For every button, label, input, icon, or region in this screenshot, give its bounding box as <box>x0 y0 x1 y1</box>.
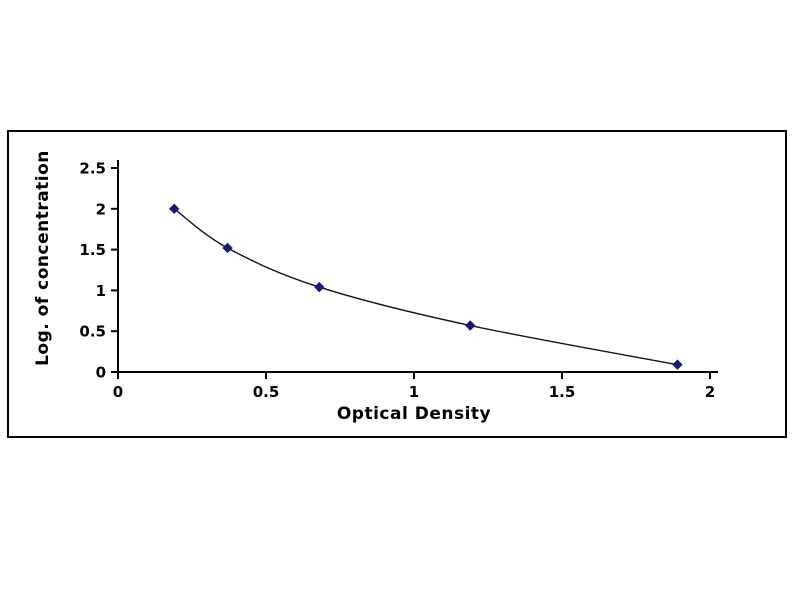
data-point-marker <box>672 359 683 370</box>
standard-curve-line <box>173 208 678 366</box>
data-point-marker <box>465 320 476 331</box>
y-tick-label: 0.5 <box>79 323 106 341</box>
y-axis-label: Log. of concentration <box>33 150 53 366</box>
y-tick-label: 1.5 <box>79 241 106 259</box>
x-tick-label: 2 <box>705 383 715 401</box>
data-point-marker <box>222 242 233 254</box>
data-point-marker <box>169 203 180 215</box>
x-tick-label: 1.5 <box>549 383 576 401</box>
data-point-marker <box>314 281 325 293</box>
chart-panel: 0 0.5 1 1.5 2 0 0.5 1 1.5 2 2.5 Log. of concentrat… <box>7 130 787 438</box>
x-axis-label: Optical Density <box>336 404 492 424</box>
y-tick-label: 1 <box>96 282 106 300</box>
y-tick-label: 2.5 <box>79 160 106 178</box>
y-tick-label: 2 <box>96 200 106 218</box>
y-tick-label: 0 <box>96 364 106 382</box>
x-tick-label: 0 <box>113 383 123 401</box>
x-tick-label: 1 <box>409 383 419 401</box>
x-tick-label: 0.5 <box>253 383 280 401</box>
plot-svg: 0 0.5 1 1.5 2 0 0.5 1 1.5 2 2.5 <box>79 160 718 401</box>
